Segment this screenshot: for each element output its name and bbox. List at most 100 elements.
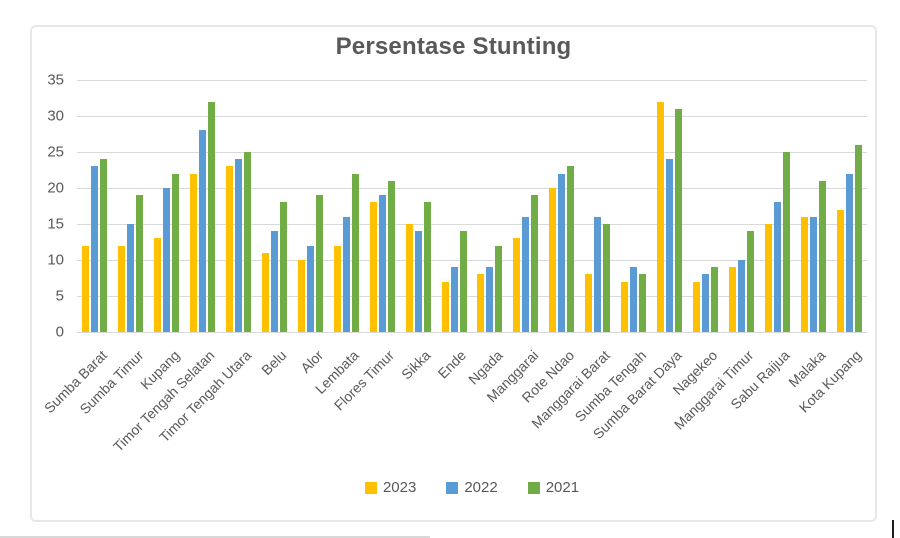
- bar-2021: [423, 202, 431, 332]
- bar-2021: [639, 274, 647, 332]
- bar-2022: [809, 216, 817, 332]
- gridline: [77, 116, 867, 117]
- bar-2022: [630, 267, 638, 332]
- plot-area: [77, 80, 867, 333]
- bar-2023: [82, 245, 90, 332]
- bar-group: [759, 80, 795, 332]
- bar-group: [723, 80, 759, 332]
- bar-2023: [585, 274, 593, 332]
- bar-group: [149, 80, 185, 332]
- bar-2021: [100, 159, 108, 332]
- x-category-label: Belu: [258, 347, 290, 379]
- bar-2022: [414, 231, 422, 332]
- bar-group: [400, 80, 436, 332]
- y-tick-label: 35: [47, 71, 64, 89]
- bar-2021: [495, 245, 503, 332]
- bar-2022: [235, 159, 243, 332]
- page-edge-line: [0, 536, 430, 538]
- bar-2023: [333, 245, 341, 332]
- bar-2023: [728, 267, 736, 332]
- bar-2023: [405, 224, 413, 332]
- bar-2023: [836, 209, 844, 332]
- bar-2021: [531, 195, 539, 332]
- bar-2022: [594, 216, 602, 332]
- bar-2022: [558, 173, 566, 332]
- bar-2022: [665, 159, 673, 332]
- bar-group: [328, 80, 364, 332]
- bar-group: [364, 80, 400, 332]
- bar-group: [687, 80, 723, 332]
- bar-2021: [172, 173, 180, 332]
- bar-2021: [818, 180, 826, 332]
- bar-2023: [297, 260, 305, 332]
- bar-2022: [199, 130, 207, 332]
- bar-2021: [136, 195, 144, 332]
- bar-group: [544, 80, 580, 332]
- bar-2021: [279, 202, 287, 332]
- bar-2022: [163, 188, 171, 332]
- legend-item-2021: 2021: [527, 479, 580, 496]
- bar-2023: [764, 224, 772, 332]
- bar-2023: [513, 238, 521, 332]
- bar-2021: [567, 166, 575, 332]
- bar-group: [831, 80, 867, 332]
- bar-2023: [692, 281, 700, 332]
- bar-group: [616, 80, 652, 332]
- legend-item-2022: 2022: [446, 479, 498, 496]
- bar-2022: [845, 173, 853, 332]
- y-tick-label: 5: [55, 287, 64, 305]
- bar-2021: [854, 144, 862, 332]
- bar-2022: [773, 202, 781, 332]
- gridline: [77, 152, 867, 153]
- bar-2021: [674, 108, 682, 332]
- y-tick-label: 15: [47, 215, 64, 233]
- x-category-label: Alor: [296, 347, 326, 376]
- bar-group: [580, 80, 616, 332]
- bar-2021: [315, 195, 323, 332]
- bar-2022: [701, 274, 709, 332]
- bar-2022: [378, 195, 386, 332]
- legend-swatch: [364, 481, 377, 494]
- y-tick-label: 20: [47, 179, 64, 197]
- bar-2023: [154, 238, 162, 332]
- y-tick-label: 30: [47, 107, 64, 125]
- bar-2022: [486, 267, 494, 332]
- bar-2022: [127, 224, 135, 332]
- bar-2023: [118, 245, 126, 332]
- bar-2023: [549, 188, 557, 332]
- x-category-label: Sikka: [397, 347, 434, 383]
- bar-2023: [190, 173, 198, 332]
- legend: 2023 2022 2021: [77, 479, 867, 496]
- bar-2023: [656, 101, 664, 332]
- bar-2022: [522, 216, 530, 332]
- gridline: [77, 260, 867, 261]
- bar-2023: [621, 281, 629, 332]
- bar-2021: [387, 180, 395, 332]
- legend-swatch: [527, 481, 540, 494]
- legend-item-2023: 2023: [364, 479, 416, 496]
- bar-2022: [91, 166, 99, 332]
- bar-2023: [441, 281, 449, 332]
- x-axis: Sumba Barat Sumba Timur Kupang Timor Tengah…: [41, 339, 867, 479]
- bar-2021: [603, 224, 611, 332]
- legend-label: 2021: [545, 479, 580, 496]
- chart-title: Persentase Stunting: [335, 33, 572, 60]
- bar-2021: [351, 173, 359, 332]
- bar-2023: [261, 252, 269, 332]
- bar-2021: [244, 152, 252, 332]
- legend-swatch: [446, 481, 459, 494]
- bar-group: [292, 80, 328, 332]
- gridline: [77, 224, 867, 225]
- bar-group: [77, 80, 113, 332]
- bar-2022: [306, 245, 314, 332]
- text-cursor: [892, 520, 894, 538]
- bar-group: [257, 80, 293, 332]
- gridline: [77, 296, 867, 297]
- bar-2023: [369, 202, 377, 332]
- bar-group: [436, 80, 472, 332]
- bar-2021: [746, 231, 754, 332]
- bar-group: [508, 80, 544, 332]
- gridline: [77, 80, 867, 81]
- y-axis: 0 5 10 15 20 25 30 35: [32, 72, 70, 341]
- bar-group: [185, 80, 221, 332]
